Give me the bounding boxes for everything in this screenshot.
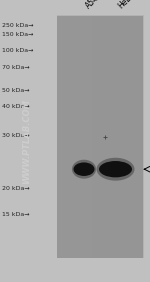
Ellipse shape bbox=[72, 160, 96, 179]
Text: 250 kDa→: 250 kDa→ bbox=[2, 23, 33, 28]
Text: A549: A549 bbox=[84, 0, 104, 11]
Text: HeLa: HeLa bbox=[117, 0, 137, 11]
Ellipse shape bbox=[74, 162, 94, 176]
Text: 20 kDa→: 20 kDa→ bbox=[2, 186, 29, 191]
Text: 30 kDa→: 30 kDa→ bbox=[2, 133, 29, 138]
Text: WWW.PTLAB.COM: WWW.PTLAB.COM bbox=[22, 98, 32, 184]
Ellipse shape bbox=[97, 158, 135, 181]
Ellipse shape bbox=[99, 161, 132, 177]
Bar bbox=[57, 16, 143, 258]
Text: 15 kDa→: 15 kDa→ bbox=[2, 212, 29, 217]
Text: 150 kDa→: 150 kDa→ bbox=[2, 32, 33, 37]
Text: 100 kDa→: 100 kDa→ bbox=[2, 48, 33, 53]
Text: 40 kDa→: 40 kDa→ bbox=[2, 103, 29, 109]
Text: 70 kDa→: 70 kDa→ bbox=[2, 65, 29, 70]
Text: 50 kDa→: 50 kDa→ bbox=[2, 88, 29, 93]
